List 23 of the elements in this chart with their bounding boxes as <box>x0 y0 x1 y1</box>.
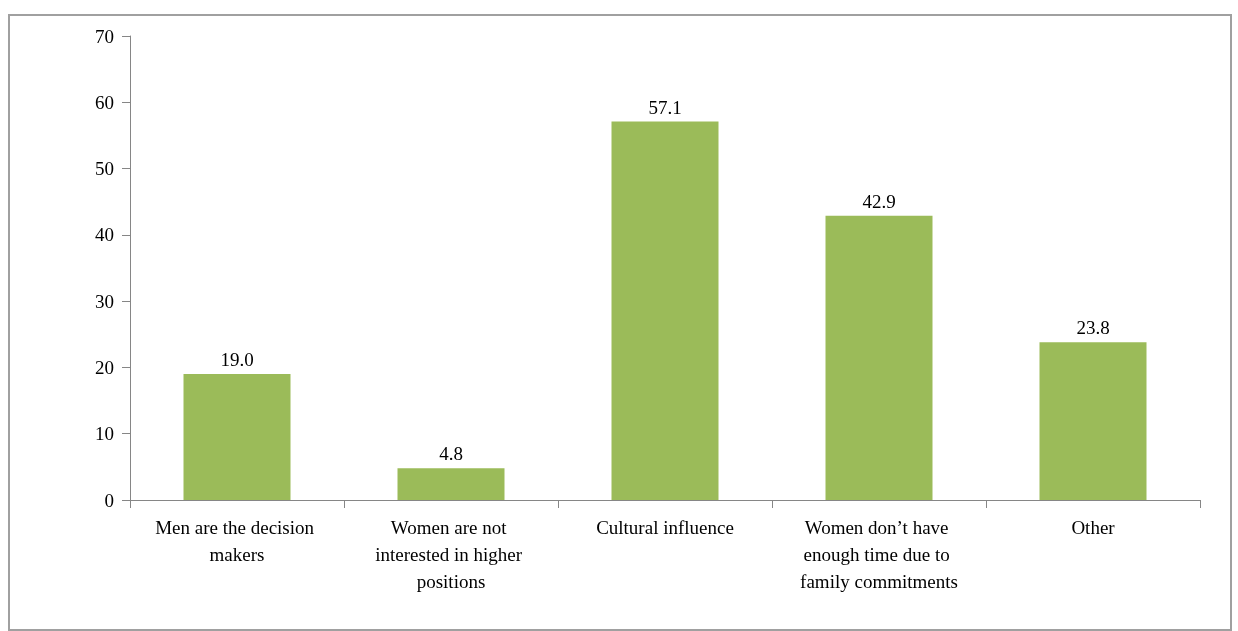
data-label: 19.0 <box>220 349 254 371</box>
bar <box>611 121 719 500</box>
x-tick-label: Women don’t have enough time due to family commitments <box>800 517 958 592</box>
y-tick-label: 70 <box>95 25 114 47</box>
data-label: 57.1 <box>648 96 682 118</box>
bar <box>183 374 291 500</box>
y-tick-label: 0 <box>104 489 114 511</box>
y-tick-label: 40 <box>95 224 114 246</box>
bar <box>825 215 933 500</box>
x-tick-label: Women are not interested in higher positions <box>375 517 527 592</box>
x-tick-label: Cultural influence <box>596 517 734 538</box>
y-tick-label: 30 <box>95 290 114 312</box>
x-tick-label: Men are the decision makers <box>155 517 319 565</box>
y-tick-label: 10 <box>95 423 114 445</box>
data-label: 23.8 <box>1076 317 1110 339</box>
y-tick-label: 20 <box>95 356 114 378</box>
y-tick-label: 50 <box>95 158 114 180</box>
bar <box>397 468 505 500</box>
x-tick-label: Other <box>1071 517 1116 538</box>
data-label: 42.9 <box>862 190 896 212</box>
y-tick-label: 60 <box>95 91 114 113</box>
data-label: 4.8 <box>439 443 463 465</box>
bar <box>1039 342 1147 500</box>
